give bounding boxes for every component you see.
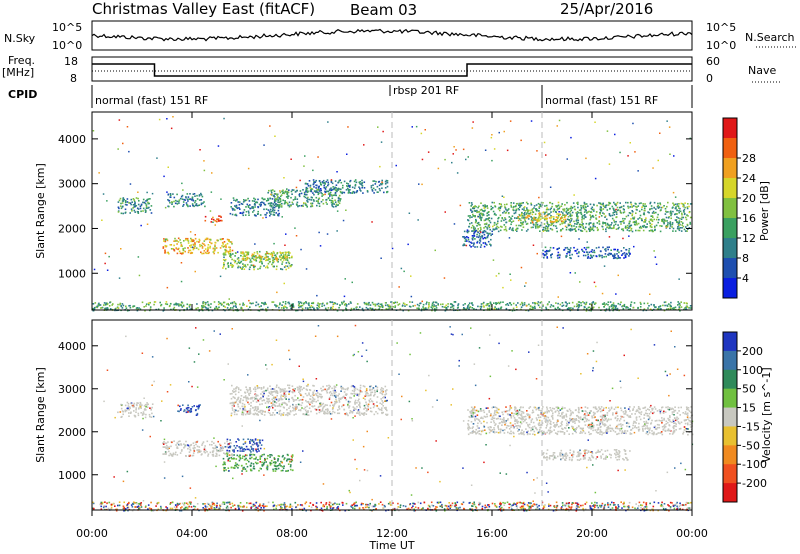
- colorbar-tick-label: 4: [742, 272, 749, 285]
- velocity-scatter: [92, 324, 694, 512]
- cpid-panel: CPID normal (fast) 151 RF rbsp 201 RF no…: [8, 84, 693, 108]
- y-tick-label: 4000: [58, 133, 86, 146]
- power-panel: 1000 2000 3000 4000 Slant Range [km] 4 8 12 16…: [34, 111, 771, 312]
- colorbar-tick-label: 20: [742, 192, 756, 205]
- beam-label: Beam 03: [350, 1, 417, 19]
- power-colorbar: 4 8 12 16 20 24 28: [722, 117, 756, 299]
- colorbar-tick-label: 28: [742, 152, 756, 165]
- time-xlabel: Time UT: [368, 539, 414, 552]
- colorbar-tick-label: -200: [742, 477, 767, 490]
- y-tick-label: 4000: [58, 340, 86, 353]
- colorbar-segment: [723, 369, 737, 390]
- x-tick-label: 16:00: [476, 527, 508, 540]
- nsky-tick-top: 10^5: [52, 21, 82, 34]
- freq-label-line2: [MHz]: [2, 66, 34, 79]
- y-tick-label: 1000: [58, 267, 86, 280]
- colorbar-segment: [723, 238, 737, 259]
- y-tick-label: 3000: [58, 383, 86, 396]
- x-tick-label: 00:00: [676, 527, 708, 540]
- y-tick-label: 3000: [58, 178, 86, 191]
- nave-tick-bottom: 0: [706, 72, 713, 85]
- freq-tick-bottom: 8: [70, 72, 77, 85]
- power-colorbar-label: Power [dB]: [758, 181, 771, 241]
- colorbar-segment: [723, 407, 737, 427]
- colorbar-tick-label: 8: [742, 252, 749, 265]
- y-tick-label: 2000: [58, 426, 86, 439]
- colorbar-segment: [723, 198, 737, 219]
- colorbar-segment: [723, 138, 737, 159]
- colorbar-tick-label: 100: [742, 364, 763, 377]
- velocity-panel: 1000 2000 3000 4000 Slant Range [km] 200 100…: [34, 319, 773, 512]
- x-tick-label: 00:00: [76, 527, 108, 540]
- freq-step-trace: [92, 63, 692, 77]
- colorbar-tick-label: -15: [742, 420, 760, 433]
- colorbar-segment: [723, 178, 737, 199]
- power-scatter: [92, 116, 693, 312]
- nsky-trace: [91, 28, 693, 42]
- time-x-axis: 00:00 04:00 08:00 12:00 16:00 20:00 00:00: [76, 112, 708, 540]
- y-tick-label: 2000: [58, 222, 86, 235]
- colorbar-tick-label: 12: [742, 232, 756, 245]
- colorbar-segment: [723, 350, 737, 371]
- nave-label: Nave: [748, 64, 776, 77]
- colorbar-tick-label: 16: [742, 212, 756, 225]
- colorbar-segment: [723, 258, 737, 279]
- nsky-label: N.Sky: [4, 32, 36, 45]
- colorbar-segment: [723, 158, 737, 179]
- colorbar-segment: [723, 332, 737, 352]
- velocity-ylabel: Slant Range [km]: [34, 367, 47, 463]
- date-label: 25/Apr/2016: [560, 0, 653, 18]
- y-tick-label: 1000: [58, 469, 86, 482]
- velocity-colorbar: 200 100 50 15 -15 -50 -100 -200: [722, 331, 767, 503]
- velocity-y-axis: 1000 2000 3000 4000: [58, 340, 692, 482]
- x-tick-label: 12:00: [376, 527, 408, 540]
- nsearch-tick-bottom: 10^0: [706, 39, 736, 52]
- colorbar-tick-label: 15: [742, 402, 756, 415]
- colorbar-segment: [723, 388, 737, 409]
- x-tick-label: 04:00: [176, 527, 208, 540]
- freq-label-line1: Freq.: [8, 54, 35, 67]
- freq-tick-top: 18: [64, 55, 78, 68]
- colorbar-tick-label: 200: [742, 345, 763, 358]
- nsearch-label: N.Search: [745, 31, 795, 44]
- colorbar-segment: [723, 464, 737, 484]
- colorbar-segment: [723, 218, 737, 239]
- x-tick-label: 20:00: [576, 527, 608, 540]
- cpid-label: CPID: [8, 88, 37, 101]
- colorbar-tick-label: -100: [742, 458, 767, 471]
- colorbar-segment: [723, 118, 737, 139]
- velocity-colorbar-label: Velocity [m s^-1]: [760, 367, 773, 462]
- power-y-axis: 1000 2000 3000 4000: [58, 133, 692, 280]
- cpid-segment-2: rbsp 201 RF: [393, 84, 459, 97]
- station-title: Christmas Valley East (fitACF): [92, 0, 315, 18]
- colorbar-segment: [723, 483, 737, 503]
- colorbar-tick-label: 24: [742, 172, 756, 185]
- cpid-segment-1: normal (fast) 151 RF: [95, 94, 208, 107]
- nsearch-tick-top: 10^5: [706, 21, 736, 34]
- nsky-panel: N.Sky 10^5 10^0 10^5 10^0 N.Search: [4, 20, 796, 52]
- nsky-tick-bottom: 10^0: [52, 39, 82, 52]
- cpid-segment-3: normal (fast) 151 RF: [545, 94, 658, 107]
- nave-tick-top: 60: [706, 55, 720, 68]
- colorbar-tick-label: 50: [742, 383, 756, 396]
- colorbar-segment: [723, 426, 737, 446]
- power-ylabel: Slant Range [km]: [34, 163, 47, 259]
- colorbar-segment: [723, 445, 737, 465]
- colorbar-segment: [723, 278, 737, 299]
- colorbar-tick-label: -50: [742, 439, 760, 452]
- x-tick-label: 08:00: [276, 527, 308, 540]
- freq-panel: Freq. [MHz] 18 8 60 0 Nave: [2, 54, 782, 85]
